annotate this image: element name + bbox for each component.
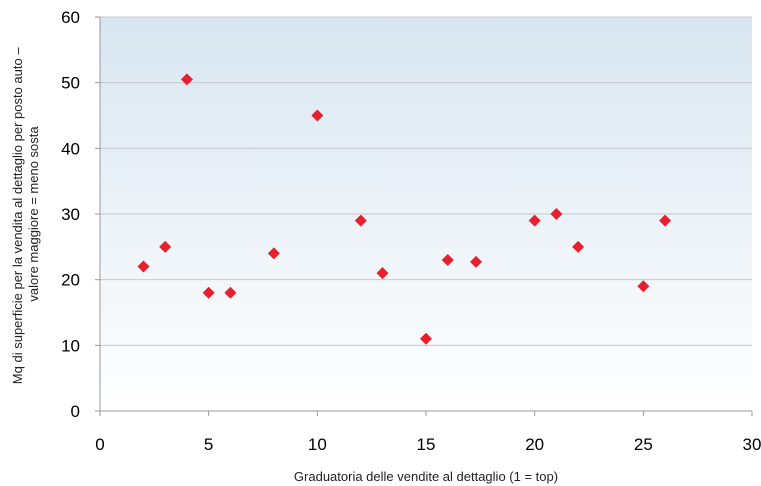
data-point-11 [441,253,454,266]
data-point-1 [137,260,150,273]
x-tick-label-20: 20 [525,435,544,454]
x-tick-label-0: 0 [95,435,104,454]
x-tick-label-30: 30 [743,435,761,454]
x-tick-label-10: 10 [308,435,327,454]
data-points [137,73,672,345]
x-axis-title: Graduatoria delle vendite al dettaglio (… [294,469,558,484]
data-point-5 [224,286,237,299]
data-point-10 [420,332,432,345]
x-tick-label-15: 15 [417,435,436,454]
data-point-6 [267,247,280,260]
y-tick-label-60: 60 [61,8,80,27]
y-axis-title-line-1: Mq di superficie per la vendita al detta… [10,47,25,385]
data-point-16 [637,280,650,293]
data-point-9 [376,267,389,280]
data-point-13 [528,214,541,227]
data-point-14 [550,208,563,220]
y-tick-label-40: 40 [61,139,80,158]
y-tick-label-30: 30 [61,205,80,224]
data-point-17 [659,214,672,227]
data-point-8 [354,214,367,227]
x-tick-label-5: 5 [204,435,213,454]
y-tick-label-0: 0 [71,402,80,421]
data-point-2 [159,240,172,253]
data-point-15 [572,240,585,253]
y-tick-label-10: 10 [61,336,80,355]
data-point-7 [311,109,324,122]
y-axis-title: Mq di superficie per la vendita al detta… [10,44,41,384]
y-tick-label-20: 20 [61,271,80,290]
data-point-4 [202,286,215,299]
axes [95,16,753,416]
data-point-3 [180,73,193,86]
x-tick-label-25: 25 [634,435,653,454]
tick-labels: 0 10 20 30 40 50 60 0 5 10 15 20 25 30 [61,8,761,454]
y-axis-title-line-2: valore maggiore = meno sosta [26,126,41,302]
gridlines [100,16,752,346]
data-point-12 [469,255,482,268]
y-tick-label-50: 50 [61,74,80,93]
